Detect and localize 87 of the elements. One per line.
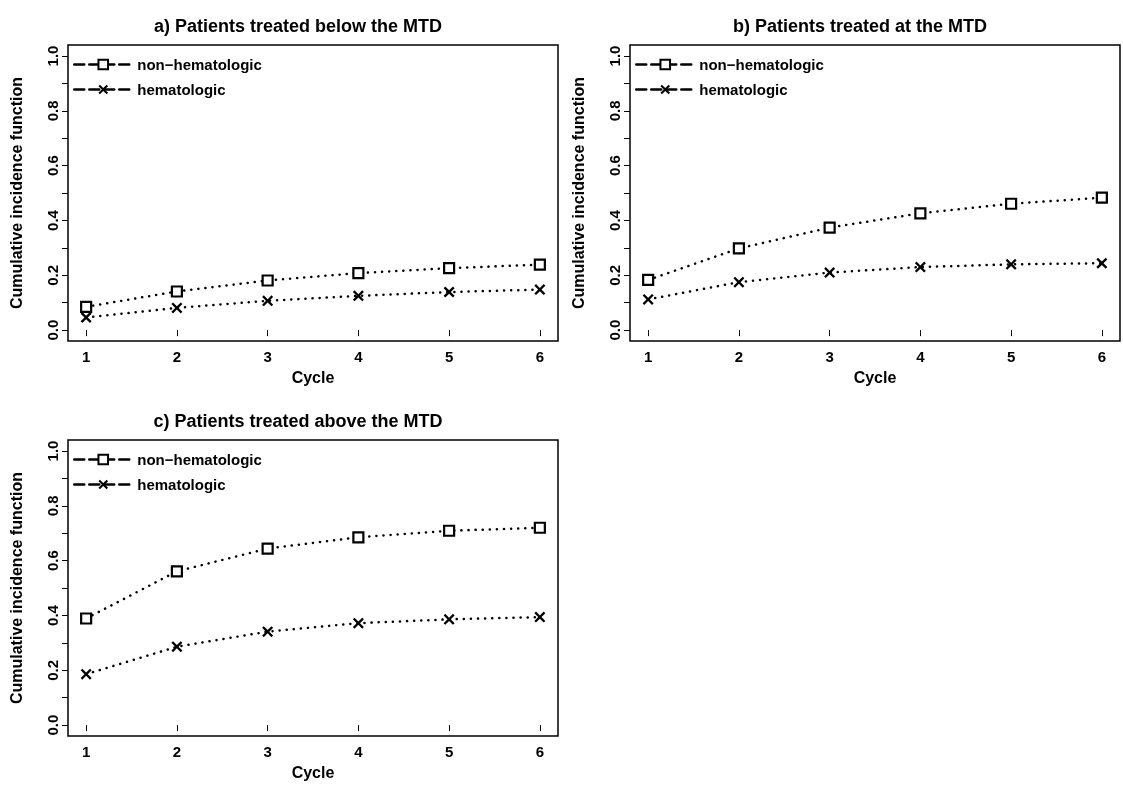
legend-label: hematologic	[699, 81, 788, 98]
y-tick-label: 0.2	[44, 659, 61, 681]
point	[914, 207, 927, 220]
legend-label: non−hematologic	[699, 56, 824, 73]
point	[80, 668, 92, 680]
x-tick-label: 1	[81, 348, 91, 366]
point	[170, 285, 183, 298]
legend-label: non−hematologic	[137, 451, 262, 468]
point	[262, 295, 274, 307]
chart-title: b) Patients treated at the MTD	[732, 16, 988, 36]
point	[352, 531, 365, 544]
point	[170, 565, 183, 578]
point	[352, 290, 364, 302]
chart-title: a) Patients treated below the MTD	[153, 16, 443, 36]
x-tick-label: 5	[444, 348, 454, 366]
x-tick-label: 4	[354, 348, 364, 366]
point	[171, 302, 183, 314]
point	[733, 276, 745, 288]
y-tick-label: 0.8	[606, 100, 623, 122]
y-tick-label: 0.2	[606, 264, 623, 286]
y-tick-label: 0.0	[44, 714, 61, 736]
x-tick-label: 5	[444, 743, 454, 761]
point	[80, 312, 92, 324]
x-tick-label: 1	[81, 743, 91, 761]
x-tick-label: 2	[734, 348, 744, 366]
point	[914, 261, 926, 273]
y-tick-label: 0.6	[44, 550, 61, 572]
x-tick-label: 3	[263, 743, 272, 761]
y-tick-label: 0.6	[44, 155, 61, 177]
x-tick-label: 3	[825, 348, 834, 366]
x-axis-title: Cycle	[853, 368, 897, 386]
point	[533, 258, 546, 271]
x-tick-label: 4	[354, 743, 364, 761]
y-axis-title: Cumulative incidence function	[7, 77, 25, 310]
y-tick-label: 0.8	[44, 100, 61, 122]
x-axis-title: Cycle	[291, 368, 335, 386]
point	[443, 262, 456, 275]
point	[533, 521, 546, 534]
x-tick-label: 2	[172, 348, 182, 366]
y-axis-title: Cumulative incidence function	[7, 472, 25, 705]
point	[261, 542, 274, 555]
point	[732, 242, 745, 255]
point	[534, 611, 546, 623]
x-tick-label: 4	[916, 348, 926, 366]
y-tick-label: 1.0	[44, 440, 61, 462]
point	[1096, 257, 1108, 269]
point	[1095, 191, 1108, 204]
legend-label: non−hematologic	[137, 56, 262, 73]
point	[443, 286, 455, 298]
x-tick-label: 6	[535, 743, 545, 761]
y-tick-label: 0.2	[44, 264, 61, 286]
point	[171, 641, 183, 653]
legend-label: hematologic	[137, 476, 226, 493]
y-tick-label: 0.0	[44, 319, 61, 341]
chart-title: c) Patients treated above the MTD	[153, 411, 443, 431]
y-tick-label: 0.6	[606, 155, 623, 177]
x-tick-label: 6	[535, 348, 545, 366]
x-tick-label: 5	[1006, 348, 1016, 366]
point	[443, 524, 456, 537]
y-tick-label: 0.4	[606, 209, 623, 231]
point	[352, 617, 364, 629]
point	[824, 267, 836, 279]
x-tick-label: 2	[172, 743, 182, 761]
x-axis-title: Cycle	[291, 763, 335, 781]
y-tick-label: 0.4	[44, 604, 61, 626]
point	[80, 612, 93, 625]
point	[261, 274, 274, 287]
point	[642, 273, 655, 287]
y-axis-title: Cumulative incidence function	[569, 77, 587, 310]
y-tick-label: 1.0	[44, 45, 61, 67]
x-tick-label: 1	[643, 348, 653, 366]
point	[1005, 258, 1017, 270]
point	[80, 300, 93, 313]
point	[352, 267, 365, 280]
point	[823, 221, 836, 234]
point	[443, 613, 455, 625]
point	[642, 293, 654, 305]
point	[1005, 197, 1018, 210]
point	[262, 626, 274, 638]
y-tick-label: 1.0	[606, 45, 623, 67]
x-tick-label: 6	[1097, 348, 1107, 366]
y-tick-label: 0.8	[44, 495, 61, 517]
y-tick-label: 0.0	[606, 319, 623, 341]
point	[534, 284, 546, 296]
legend-label: hematologic	[137, 81, 226, 98]
y-tick-label: 0.4	[44, 209, 61, 231]
x-tick-label: 3	[263, 348, 272, 366]
